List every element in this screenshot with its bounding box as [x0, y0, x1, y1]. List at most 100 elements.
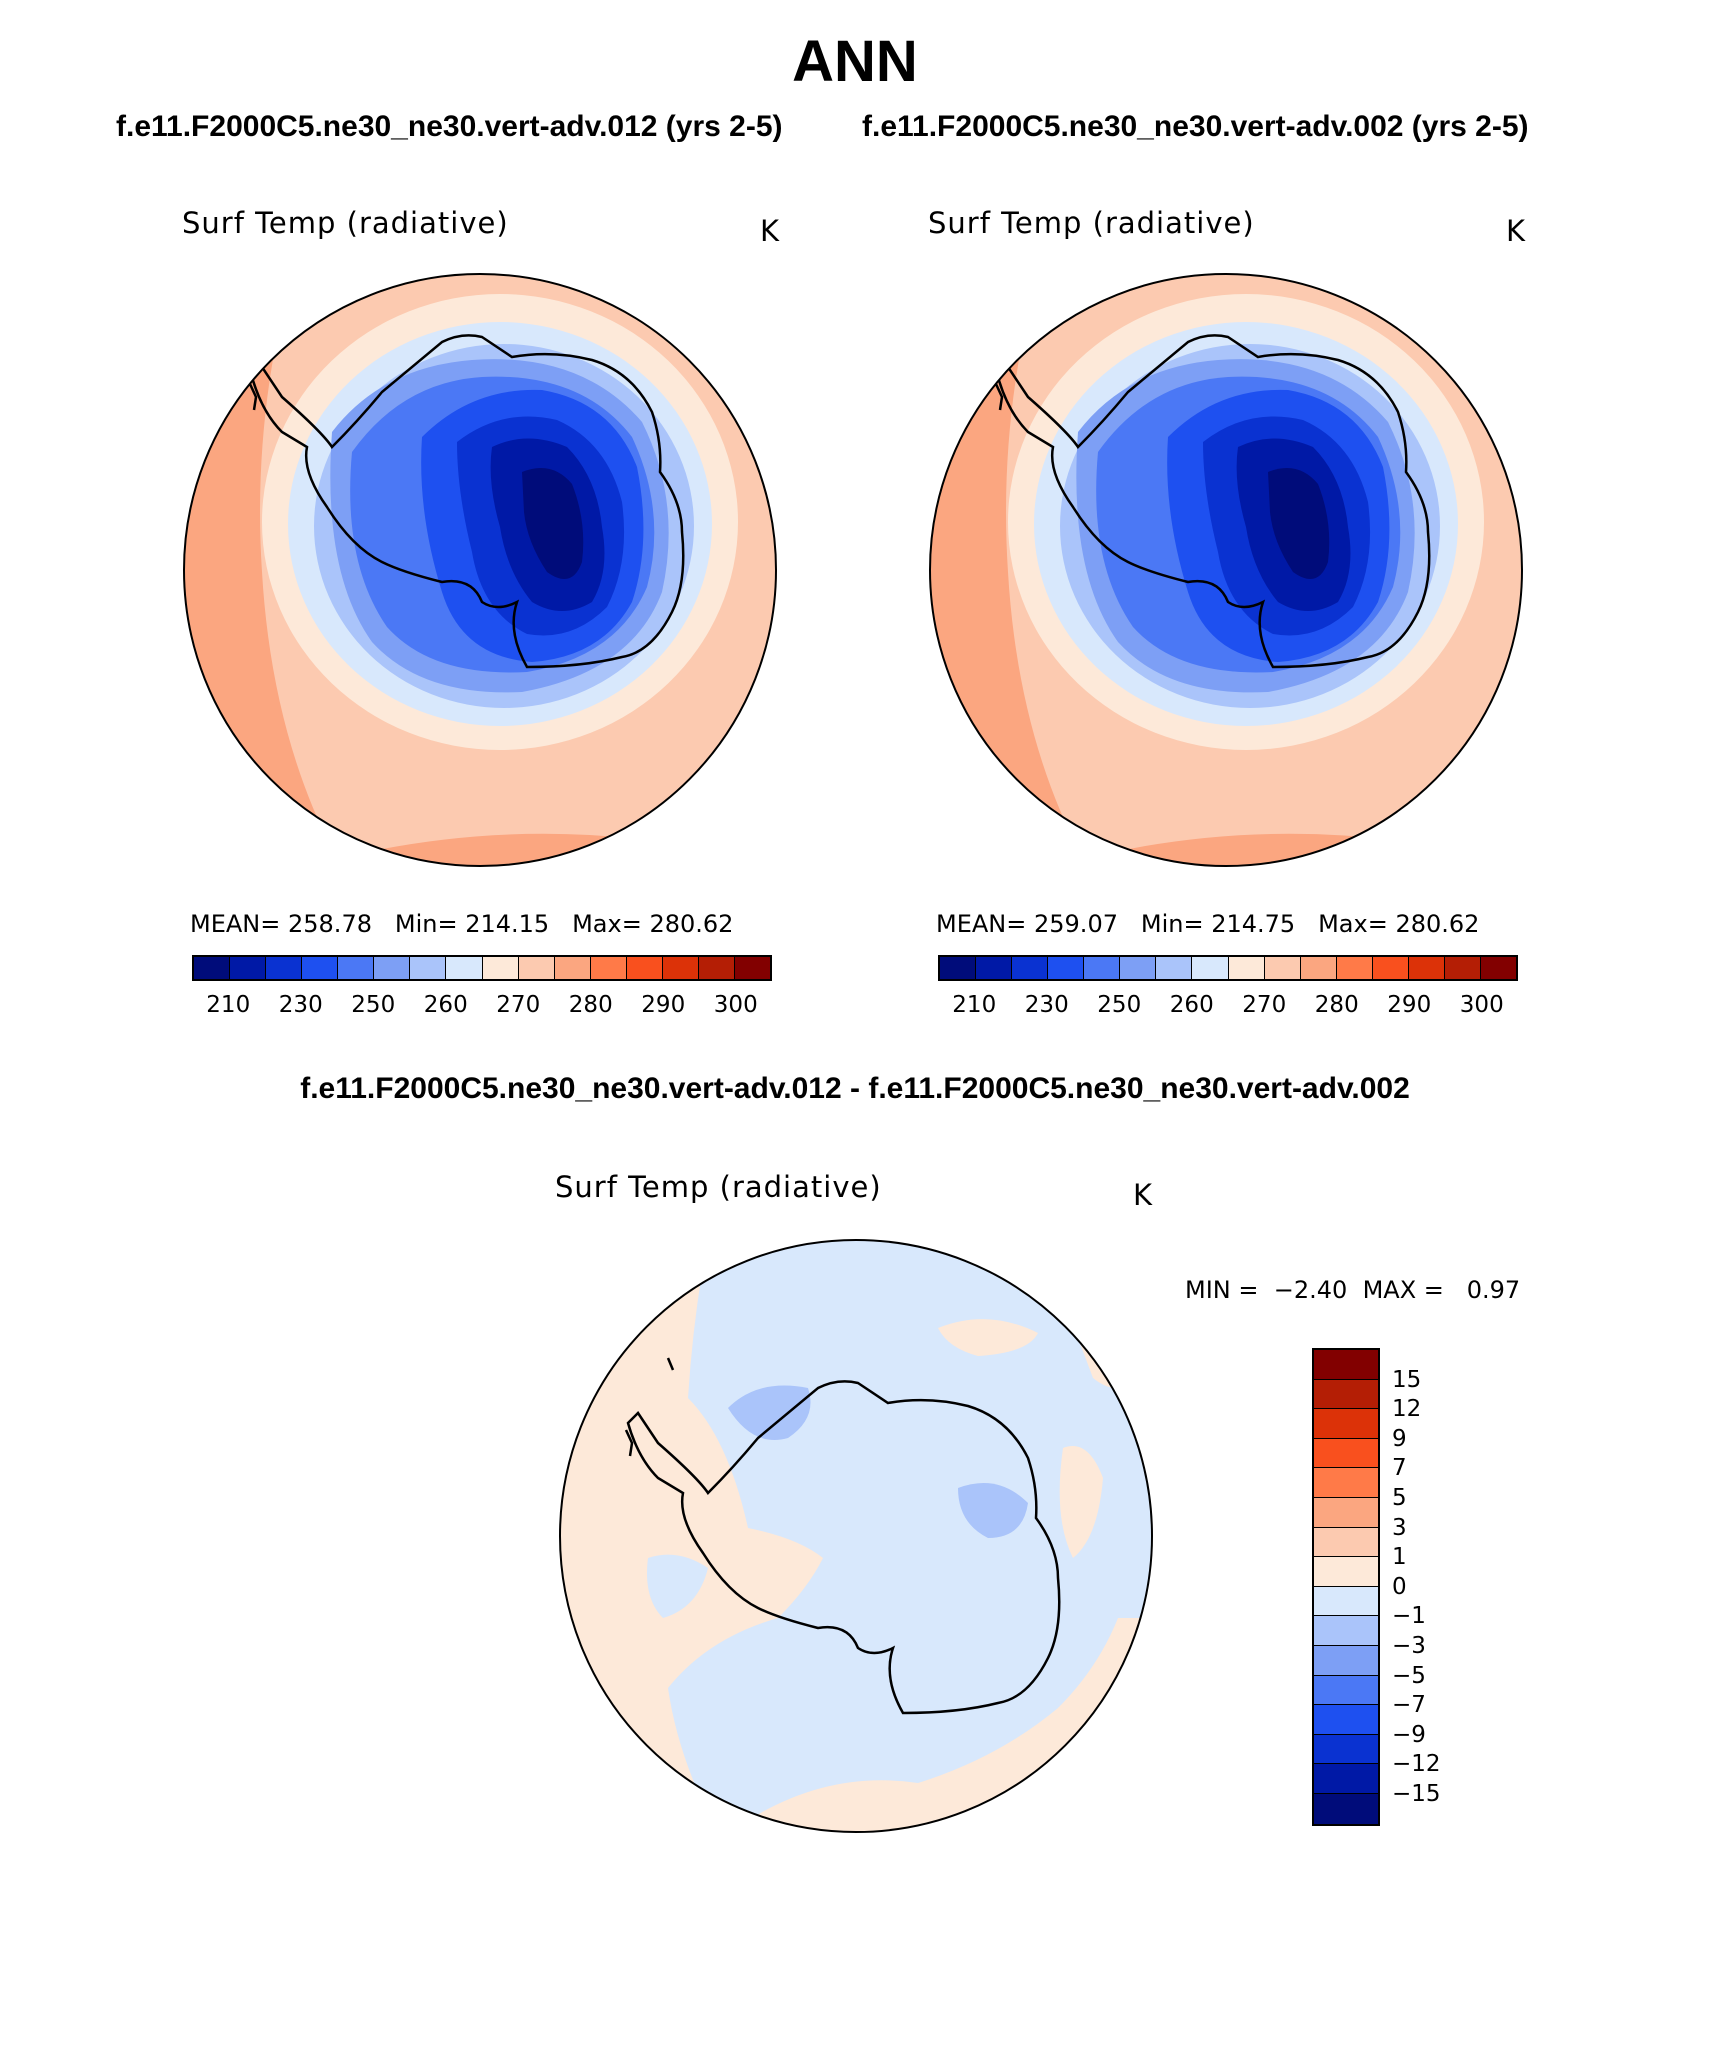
- colorbar-tick-label: 300: [1459, 992, 1504, 1018]
- min-label: Min=: [394, 910, 458, 938]
- colorbar-box: [1084, 957, 1121, 979]
- max-value: 280.62: [649, 910, 734, 938]
- colorbar-tick-label: −9: [1392, 1721, 1426, 1748]
- colorbar-tick-label: 210: [206, 992, 251, 1018]
- colorbar-box: [1156, 957, 1193, 979]
- colorbar-box: [1314, 1734, 1378, 1765]
- colorbar-box: [338, 957, 375, 979]
- colorbar-box: [518, 957, 555, 979]
- colorbar-tick-label: 230: [278, 992, 323, 1018]
- colorbar-tick-label: 280: [568, 992, 613, 1018]
- peninsula-islands: [994, 383, 1004, 411]
- colorbar-box: [1314, 1527, 1378, 1558]
- left-units: K: [760, 214, 780, 248]
- colorbar-box: [230, 957, 267, 979]
- cool-patch-south: [808, 1650, 936, 1740]
- left-colorbar-labels: 210 230 250 260 270 280 290 300: [192, 992, 772, 1022]
- min-label: MIN =: [1185, 1276, 1259, 1304]
- difference-title: f.e11.F2000C5.ne30_ne30.vert-adv.012 - f…: [300, 1072, 1410, 1105]
- colorbar-box: [1372, 957, 1409, 979]
- left-colorbar: [192, 955, 772, 981]
- colorbar-tick-label: 9: [1392, 1425, 1407, 1452]
- cool-patch-east-antarctica: [958, 1483, 1028, 1538]
- colorbar-box: [266, 957, 303, 979]
- warm-patch-east: [1059, 1446, 1103, 1558]
- colorbar-box: [940, 957, 977, 979]
- cool-patch-ross: [728, 1385, 811, 1440]
- colorbar-tick-label: 290: [1387, 992, 1432, 1018]
- colorbar-box: [1480, 957, 1516, 979]
- colorbar-box: [1314, 1350, 1378, 1380]
- colorbar-tick-label: 290: [641, 992, 686, 1018]
- colorbar-tick-label: 5: [1392, 1485, 1407, 1511]
- colorbar-box: [554, 957, 591, 979]
- colorbar-box: [1264, 957, 1301, 979]
- colorbar-box: [374, 957, 411, 979]
- antarctica-coastline: [996, 334, 1431, 669]
- colorbar-tick-label: 300: [713, 992, 758, 1018]
- left-stats: MEAN= 258.78 Min= 214.15 Max= 280.62: [190, 910, 733, 938]
- colorbar-box: [976, 957, 1013, 979]
- colorbar-box: [1012, 957, 1049, 979]
- right-colorbar-labels: 210 230 250 260 270 280 290 300: [938, 992, 1518, 1022]
- colorbar-box: [1314, 1586, 1378, 1617]
- colorbar-box: [698, 957, 735, 979]
- colorbar-box: [1314, 1557, 1378, 1587]
- colorbar-box: [1048, 957, 1085, 979]
- colorbar-box: [1314, 1705, 1378, 1735]
- colorbar-tick-label: 1: [1392, 1544, 1407, 1571]
- min-value: −2.40: [1273, 1276, 1348, 1304]
- min-label: Min=: [1140, 910, 1204, 938]
- right-plot-title: Surf Temp (radiative): [928, 206, 1255, 240]
- colorbar-box: [626, 957, 663, 979]
- colorbar-box: [1444, 957, 1481, 979]
- left-plot-title: Surf Temp (radiative): [182, 206, 509, 240]
- colorbar-box: [1120, 957, 1157, 979]
- colorbar-tick-label: 280: [1314, 992, 1359, 1018]
- colorbar-box: [1314, 1468, 1378, 1498]
- colorbar-box: [1336, 957, 1373, 979]
- peninsula-islands: [624, 1429, 634, 1457]
- colorbar-box: [1314, 1793, 1378, 1824]
- right-polar-map: [929, 273, 1523, 867]
- diff-units: K: [1133, 1178, 1153, 1212]
- colorbar-box: [1314, 1438, 1378, 1469]
- colorbar-box: [410, 957, 447, 979]
- colorbar-box: [482, 957, 519, 979]
- colorbar-tick-label: −1: [1392, 1603, 1426, 1630]
- colorbar-box: [1300, 957, 1337, 979]
- colorbar-box: [302, 957, 339, 979]
- colorbar-tick-label: 260: [1169, 992, 1214, 1018]
- min-value: 214.15: [465, 910, 550, 938]
- colorbar-tick-label: −3: [1392, 1633, 1426, 1659]
- contour-210: [1268, 468, 1330, 580]
- colorbar-tick-label: 230: [1024, 992, 1069, 1018]
- right-stats: MEAN= 259.07 Min= 214.75 Max= 280.62: [936, 910, 1479, 938]
- colorbar-box: [1314, 1764, 1378, 1794]
- colorbar-tick-label: −15: [1392, 1781, 1441, 1807]
- colorbar-tick-label: 250: [351, 992, 396, 1018]
- colorbar-tick-label: 210: [952, 992, 997, 1018]
- colorbar-tick-label: 250: [1097, 992, 1142, 1018]
- colorbar-box: [734, 957, 770, 979]
- colorbar-box: [1314, 1645, 1378, 1676]
- colorbar-tick-label: 270: [496, 992, 541, 1018]
- colorbar-box: [1314, 1675, 1378, 1706]
- diff-minmax: MIN = −2.40 MAX = 0.97: [1185, 1276, 1520, 1304]
- diff-plot-title: Surf Temp (radiative): [555, 1170, 882, 1204]
- colorbar-box: [1228, 957, 1265, 979]
- colorbar-box: [194, 957, 231, 979]
- diff-polar-map: [559, 1239, 1153, 1833]
- colorbar-tick-label: −7: [1392, 1692, 1426, 1719]
- max-value: 280.62: [1395, 910, 1480, 938]
- island-mark: [976, 311, 985, 325]
- warm-patch-north: [938, 1319, 1038, 1356]
- cool-patch-west: [647, 1554, 708, 1618]
- colorbar-tick-label: 270: [1242, 992, 1287, 1018]
- left-polar-map: [183, 273, 777, 867]
- map-boundary: [183, 273, 777, 867]
- mean-value: 259.07: [1034, 910, 1118, 938]
- case-title-left: f.e11.F2000C5.ne30_ne30.vert-adv.012 (yr…: [116, 110, 783, 143]
- peninsula-islands: [248, 383, 258, 411]
- colorbar-box: [446, 957, 483, 979]
